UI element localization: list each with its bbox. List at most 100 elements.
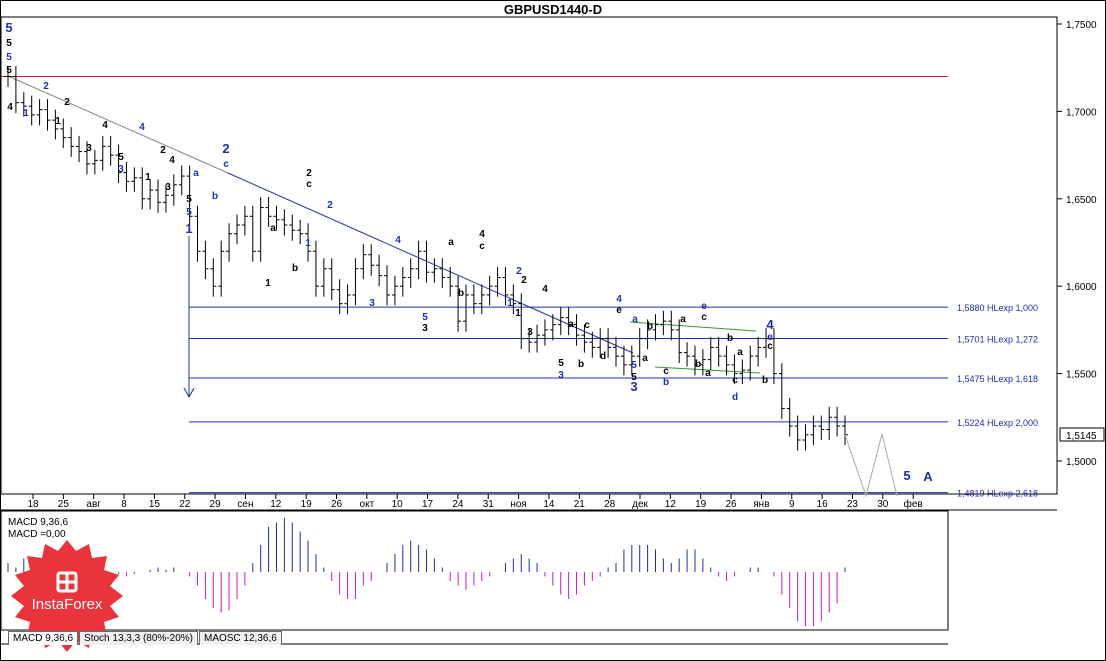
wave-label: 2 [516, 266, 522, 277]
price-bar [573, 314, 580, 346]
price-bar [320, 258, 327, 297]
price-bar [778, 363, 785, 420]
time-tick-label: 29 [210, 499, 222, 510]
wave-label: 1 [515, 308, 521, 319]
price-bar [226, 223, 233, 262]
wave-label: a [193, 168, 199, 179]
wave-label: e [767, 332, 773, 343]
wave-label: a [632, 314, 638, 325]
price-bar [415, 240, 422, 280]
wave-label: 3 [558, 370, 564, 381]
hexp-level-label: 1,5880 HLexp 1,000 [957, 303, 1038, 313]
price-bar [131, 167, 138, 192]
wave-label: d [600, 351, 606, 362]
wave-label: a [737, 347, 743, 358]
wave-label: b [212, 191, 218, 202]
price-bar [312, 240, 319, 297]
price-bar [447, 266, 454, 297]
wave-label: a [568, 319, 574, 330]
price-bar [289, 214, 296, 241]
price-bar [541, 319, 548, 346]
wave-label: b [578, 359, 584, 370]
wave-label: 5 [6, 65, 12, 76]
price-bar [115, 144, 122, 184]
hexp-level-label: 1,5224 HLexp 2,000 [957, 418, 1038, 428]
price-bar [486, 275, 493, 306]
price-bar [336, 279, 343, 315]
wave-label: 3 [369, 298, 375, 309]
price-bar [526, 328, 533, 353]
price-bar [352, 258, 359, 306]
macd-histogram [7, 518, 846, 626]
wave-label: 5 [903, 468, 910, 483]
price-bar [162, 184, 169, 213]
price-bar [723, 345, 730, 376]
price-bar [391, 275, 398, 306]
price-bar [613, 336, 620, 367]
price-bar [605, 328, 612, 358]
price-bar [652, 314, 659, 341]
price-panel[interactable] [0, 16, 1058, 495]
price-bar [281, 209, 288, 236]
time-tick-label: 10 [392, 499, 404, 510]
time-tick-label: 19 [695, 499, 707, 510]
time-tick-label: 24 [452, 499, 464, 510]
wave-label: b [292, 263, 298, 274]
price-bar [407, 258, 414, 288]
indicator-tab[interactable]: MACD 9,36,6 [8, 631, 79, 645]
price-bar [399, 266, 406, 297]
time-tick-label: 14 [543, 499, 555, 510]
wave-label: 5 [118, 152, 124, 163]
price-bar [44, 99, 51, 131]
price-bar [431, 258, 438, 283]
chart-title: GBPUSD1440-D [504, 2, 602, 17]
indicator-tab[interactable]: MAOSC 12,36,6 [198, 631, 282, 645]
wave-label: 5 [631, 372, 637, 383]
price-tick-label: 1,7500 [1066, 20, 1097, 31]
wave-label: 3 [630, 379, 637, 394]
wave-label: 4 [395, 235, 401, 246]
price-bar [423, 240, 430, 283]
wave-label: a [642, 353, 648, 364]
macd-panel[interactable] [0, 510, 949, 631]
price-bar [210, 258, 217, 297]
price-bar [644, 319, 651, 350]
price-bar [5, 65, 11, 87]
price-bar [707, 336, 714, 371]
time-tick-label: 9 [789, 499, 795, 510]
wave-label: a [680, 314, 686, 325]
wave-label: b [762, 375, 768, 386]
wave-label: 5 [422, 312, 428, 323]
wave-label: 3 [86, 143, 92, 154]
wave-label: b [663, 377, 669, 388]
wave-label: a [705, 368, 711, 379]
indicator-tab[interactable]: Stoch 13,3,3 (80%-20%) [79, 631, 198, 645]
price-bars [5, 65, 848, 451]
time-tick-label: 21 [574, 499, 586, 510]
price-bar [763, 328, 770, 358]
time-tick-label: 23 [847, 499, 859, 510]
wave-label: 5 [558, 358, 564, 369]
wave-label: b [647, 321, 653, 332]
price-bar [455, 275, 462, 332]
wave-label: 1 [23, 108, 29, 119]
time-tick-label: янв [753, 499, 769, 510]
price-bar [786, 398, 793, 437]
price-bar [557, 307, 564, 336]
price-bar [249, 205, 256, 262]
price-bar [344, 284, 351, 315]
price-bar [147, 179, 154, 210]
price-bar [628, 345, 635, 376]
time-tick-label: 26 [725, 499, 737, 510]
price-bar [565, 307, 572, 336]
price-bar [478, 284, 485, 315]
price-bar [83, 141, 90, 175]
wave-label: 1 [507, 298, 513, 309]
time-tick-label: 12 [270, 499, 282, 510]
wave-label: c [479, 241, 485, 252]
price-bar [241, 205, 248, 236]
svg-text:InstaForex: InstaForex [32, 596, 103, 613]
price-bar [549, 314, 556, 341]
